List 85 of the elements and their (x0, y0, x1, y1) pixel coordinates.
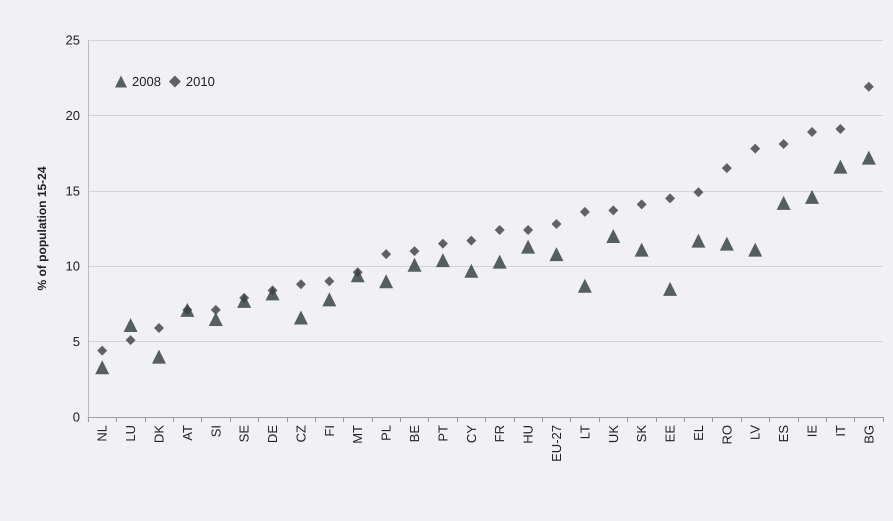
point (720, 236, 734, 251)
x-tick-label: EE (662, 424, 678, 442)
point (494, 225, 505, 236)
point (126, 335, 136, 346)
point (379, 274, 394, 288)
x-tick-label: SK (634, 424, 650, 442)
point (436, 253, 450, 268)
point (152, 350, 166, 364)
point (324, 276, 334, 286)
x-tick-label: CZ (293, 424, 308, 442)
point (776, 196, 791, 210)
point (381, 249, 392, 260)
x-tick-label: BE (407, 424, 422, 442)
x-tick-label: IE (804, 424, 820, 438)
point (778, 139, 789, 150)
x-tick-label: UK (606, 424, 621, 444)
point (466, 236, 476, 246)
point (322, 292, 336, 306)
legend-label: 2008 (132, 74, 161, 89)
point (154, 323, 164, 334)
point (606, 229, 620, 244)
point (580, 206, 590, 217)
x-tick-label: RO (719, 425, 734, 444)
x-tick-label: FI (322, 425, 337, 437)
y-tick-label: 15 (66, 183, 80, 198)
y-tick-label: 10 (66, 258, 80, 274)
point (722, 163, 732, 174)
x-tick-label: DE (265, 424, 280, 444)
point (578, 278, 592, 293)
point (210, 304, 221, 315)
x-tick-label: ES (776, 424, 792, 442)
point (634, 242, 649, 257)
point (95, 360, 110, 374)
point (492, 254, 507, 269)
x-tick-label: PT (435, 424, 450, 442)
point (862, 150, 876, 165)
point (296, 279, 306, 290)
x-tick-label: LV (748, 424, 763, 440)
point (805, 190, 820, 204)
x-tick-label: LU (123, 425, 138, 442)
point (410, 246, 420, 256)
point (663, 282, 678, 296)
point (464, 264, 478, 278)
x-tick-label: HU (520, 425, 536, 444)
point (608, 205, 618, 216)
x-tick-label: SE (236, 424, 252, 442)
x-tick-label: LT (577, 424, 592, 440)
point (523, 225, 534, 236)
legend-label: 2010 (186, 74, 215, 89)
point (835, 124, 846, 134)
point (748, 242, 762, 257)
point (807, 126, 818, 137)
point (521, 240, 536, 254)
point (294, 310, 308, 324)
y-tick-label: 25 (66, 32, 80, 48)
y-axis-title: % of population 15-24 (35, 166, 49, 291)
x-tick-label: PL (378, 425, 394, 441)
x-tick-label: EU-27 (548, 425, 564, 462)
point (636, 199, 647, 210)
y-tick-label: 0 (72, 410, 80, 424)
x-tick-label: DK (151, 424, 166, 444)
point (691, 234, 706, 248)
point (833, 160, 848, 174)
point (551, 218, 562, 229)
y-tick-label: 20 (66, 108, 80, 123)
point (693, 187, 704, 198)
point (208, 312, 223, 326)
point (124, 318, 138, 332)
x-tick-label: SI (208, 425, 224, 438)
point (864, 82, 874, 92)
x-tick-label: FR (492, 425, 508, 442)
point (97, 346, 108, 356)
x-tick-label: CY (464, 424, 479, 444)
x-tick-label: NL (94, 425, 110, 442)
point (549, 247, 564, 262)
x-tick-label: AT (180, 424, 195, 441)
x-tick-label: BG (861, 425, 876, 444)
y-tick-label: 5 (72, 334, 80, 350)
x-tick-label: EL (690, 425, 706, 441)
x-tick-label: MT (350, 424, 366, 444)
x-tick-label: IT (832, 424, 848, 437)
point (408, 258, 422, 272)
point (750, 144, 760, 154)
point (665, 193, 676, 204)
point (438, 238, 448, 249)
